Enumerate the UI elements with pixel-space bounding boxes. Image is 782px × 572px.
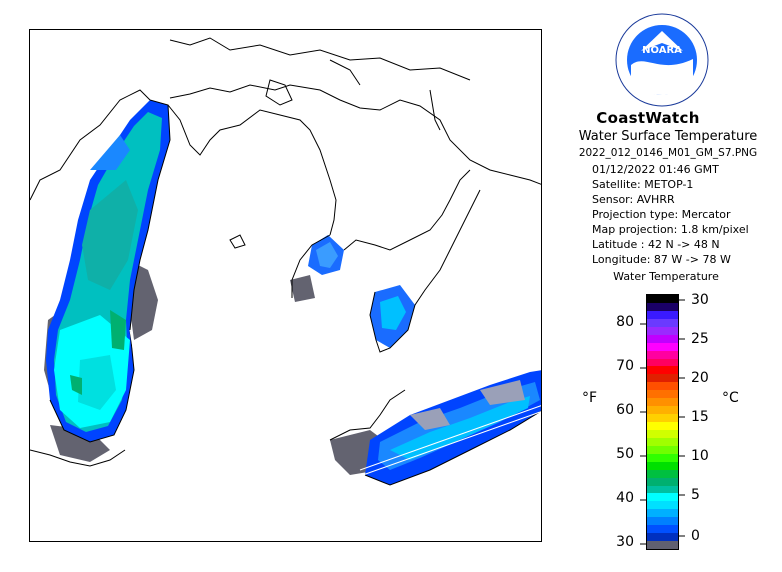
colorbar-segment (647, 422, 678, 430)
colorbar-segment (647, 414, 678, 422)
colorbar-segment (647, 295, 678, 303)
colorbar-segment (647, 517, 678, 526)
meta-sensor: Sensor: AVHRR (592, 193, 675, 206)
colorbar-segment (647, 493, 678, 502)
colorbar-segment (647, 533, 678, 542)
fahrenheit-tick-60: 60 (616, 402, 634, 418)
colorbar-segment (647, 509, 678, 518)
meta-latitude: Latitude : 42 N -> 48 N (592, 238, 720, 251)
unit-celsius: °C (722, 390, 739, 406)
meta-map-projection: Map projection: 1.8 km/pixel (592, 223, 749, 236)
meta-projection-type: Projection type: Mercator (592, 208, 731, 221)
colorbar-segment (647, 334, 678, 343)
colorbar-segment (647, 453, 678, 462)
celsius-tick-25: 25 (691, 331, 709, 347)
meta-satellite: Satellite: METOP-1 (592, 178, 694, 191)
colorbar-segment (647, 501, 678, 510)
noaa-logo: NOARA (615, 13, 709, 107)
colorbar-segment (647, 366, 678, 375)
celsius-tick-30: 30 (691, 292, 709, 308)
celsius-tick-20: 20 (691, 370, 709, 386)
fahrenheit-tick-40: 40 (616, 490, 634, 506)
lake-huron (308, 235, 415, 348)
colorbar-segment (647, 445, 678, 454)
colorbar-segment (647, 342, 678, 351)
brand-title: CoastWatch (596, 109, 700, 127)
celsius-tick-15: 15 (691, 409, 709, 425)
colorbar-ticks (640, 299, 685, 545)
colorbar-segment (647, 461, 678, 470)
unit-fahrenheit: °F (582, 390, 598, 406)
colorbar-segment (647, 318, 678, 327)
colorbar-segment (647, 374, 678, 383)
fahrenheit-tick-50: 50 (616, 446, 634, 462)
logo-text: NOARA (642, 45, 682, 56)
color-bar (646, 294, 679, 550)
meta-longitude: Longitude: 87 W -> 78 W (592, 253, 731, 266)
colorbar-segment (647, 358, 678, 367)
colorbar-segment (647, 541, 678, 549)
colorbar-segment (647, 310, 678, 319)
map-graphic (30, 37, 541, 486)
fahrenheit-tick-70: 70 (616, 358, 634, 374)
colorbar-segment (647, 437, 678, 446)
celsius-tick-5: 5 (691, 487, 700, 503)
colorbar-segment (647, 406, 678, 415)
scan-line (129, 329, 541, 477)
colorbar-segment (647, 469, 678, 478)
file-name: 2022_012_0146_M01_GM_S7.PNG (578, 147, 758, 159)
colorbar-segment (647, 390, 678, 399)
colorbar-segment (647, 350, 678, 359)
colorbar-segment (647, 429, 678, 438)
legend-title: Water Temperature (613, 270, 719, 283)
colorbar-segment (647, 326, 678, 335)
map-panel (29, 29, 542, 542)
fahrenheit-tick-30: 30 (616, 534, 634, 550)
colorbar-segment (647, 485, 678, 494)
celsius-tick-10: 10 (691, 448, 709, 464)
fahrenheit-tick-80: 80 (616, 314, 634, 330)
colorbar-segment (647, 398, 678, 407)
date-time: 01/12/2022 01:46 GMT (592, 163, 719, 176)
colorbar-segment (647, 302, 678, 311)
lake-michigan (46, 100, 170, 442)
lake-erie (365, 370, 541, 485)
coastlines (30, 37, 541, 486)
celsius-tick-0: 0 (691, 528, 700, 544)
product-title: Water Surface Temperature (578, 129, 758, 144)
colorbar-segment (647, 382, 678, 391)
colorbar-segment (647, 525, 678, 534)
colorbar-segment (647, 477, 678, 486)
